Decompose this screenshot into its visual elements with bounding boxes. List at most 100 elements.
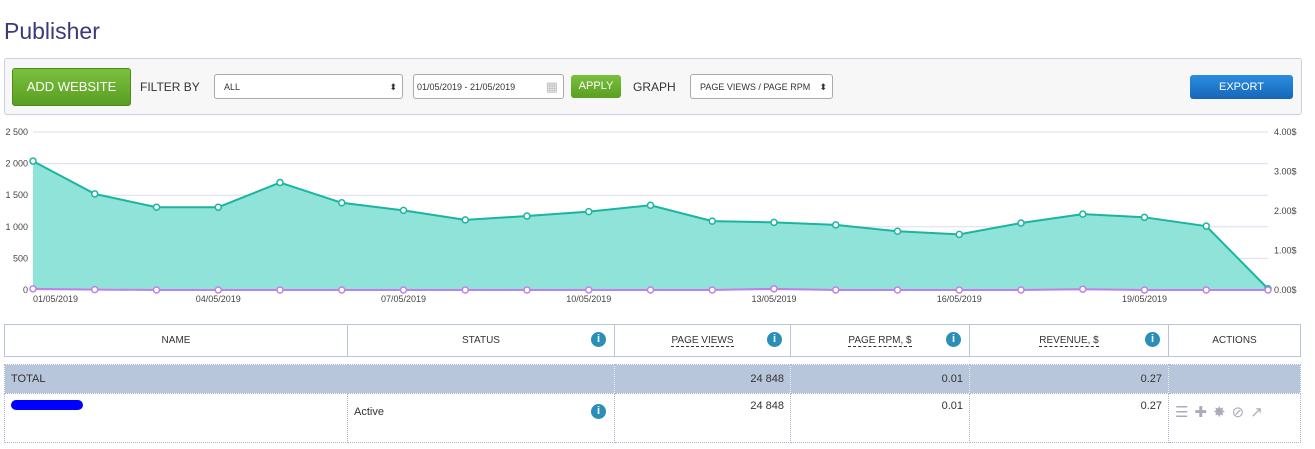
page-title: Publisher [4,18,100,44]
graph-select[interactable]: PAGE VIEWS / PAGE RPM ⬍ [690,74,833,99]
page-rpm-point [770,285,778,293]
apply-button[interactable]: APPLY [571,75,621,98]
y-tick-label: 500 [13,253,28,263]
y-tick-label: 1 500 [5,190,28,200]
page-views-point [276,178,284,187]
page-views-point [1202,222,1210,230]
page-views-point [1079,210,1087,218]
select-arrows-icon: ⬍ [389,82,397,92]
plus-icon[interactable]: ✚ [1194,404,1208,421]
table-row: Active i 24 848 0.01 0.27 ☰ ✚ ✸ ⊘ ↗ [4,393,1301,443]
redacted-name [11,400,83,410]
website-name[interactable] [4,393,348,443]
y2-tick-label: 2.00$ [1274,206,1297,216]
info-icon[interactable]: i [946,332,961,347]
page-rpm-point [214,286,222,294]
y2-tick-label: 3.00$ [1274,167,1297,177]
row-page-rpm: 0.01 [790,393,970,443]
page-rpm-point [646,286,655,294]
page-rpm-point [708,286,716,294]
col-name[interactable]: NAME [4,324,348,357]
info-icon[interactable]: i [767,332,782,347]
x-tick-label: 04/05/2019 [196,294,241,304]
page-rpm-point [91,285,99,294]
header-label: PAGE RPM, $ [848,335,912,347]
block-icon[interactable]: ⊘ [1231,404,1245,421]
trend-icon[interactable]: ↗ [1250,404,1263,421]
total-revenue: 0.27 [969,364,1169,394]
total-row: TOTAL 24 848 0.01 0.27 [4,364,1301,394]
filter-value: ALL [224,82,241,92]
page-views-area [33,161,1268,290]
row-page-views: 24 848 [614,393,791,443]
page-views-point [1140,213,1149,222]
x-tick-label: 19/05/2019 [1122,294,1167,304]
x-tick-label: 10/05/2019 [566,294,611,304]
spacer [5,357,1301,365]
page-rpm-point [523,286,531,294]
page-rpm-point [1264,286,1272,294]
x-tick-label: 07/05/2019 [381,294,426,304]
gear-icon[interactable]: ✸ [1213,404,1226,421]
page-rpm-point [955,286,963,294]
status-cell: Active i [347,393,615,443]
header-label: REVENUE, $ [1039,335,1099,347]
info-icon[interactable]: i [591,332,606,347]
page-rpm-point [276,286,284,294]
col-page-views[interactable]: PAGE VIEWS i [614,324,791,357]
y2-tick-label: 4.00$ [1274,127,1297,137]
chart: 0 500 1 000 1 500 2 000 2 500 0.00$ 1.00$ 2.00$ 3… [5,127,1297,304]
page-views-point [461,216,469,224]
publisher-table: NAME STATUS i PAGE VIEWS i PAGE RPM, $ i RE… [4,324,1301,443]
total-page-rpm: 0.01 [790,364,970,394]
y2-tick-label: 1.00$ [1274,246,1297,256]
table-header: NAME STATUS i PAGE VIEWS i PAGE RPM, $ i RE… [4,324,1301,357]
status-badge: Active [354,406,384,418]
page-views-point [523,212,531,220]
graph-label: GRAPH [633,80,676,94]
page-views-point [152,203,161,211]
y2-tick-label: 0.00$ [1274,285,1297,295]
total-page-views: 24 848 [614,364,791,394]
export-button[interactable]: EXPORT [1190,75,1293,99]
page-rpm-point [29,285,37,293]
page-views-point [708,217,716,225]
page-rpm-point [338,286,346,294]
header-label: NAME [161,335,191,346]
page-views-point [585,207,593,216]
filter-select[interactable]: ALL ⬍ [214,74,403,99]
page-views-point [893,227,902,235]
total-label: TOTAL [4,364,615,394]
page-rpm-point [585,286,593,294]
page-rpm-point [152,286,161,294]
info-icon[interactable]: i [1145,332,1160,347]
y-tick-label: 0 [23,285,28,295]
date-range-input[interactable]: 01/05/2019 - 21/05/2019 ▦ [413,74,564,99]
info-icon[interactable]: i [591,404,606,419]
list-icon[interactable]: ☰ [1175,404,1189,421]
date-range-value: 01/05/2019 - 21/05/2019 [417,82,516,92]
page-rpm-point [1079,285,1087,293]
add-website-button[interactable]: ADD WEBSITE [12,68,131,106]
page-views-point [399,206,408,215]
page-rpm-point [1202,286,1210,294]
col-page-rpm[interactable]: PAGE RPM, $ i [790,324,970,357]
page-views-point [214,203,222,211]
page-rpm-point [399,286,408,294]
page-rpm-point [893,286,902,294]
page-rpm-point [832,286,840,294]
header-label: STATUS [462,335,500,346]
page-views-point [646,201,655,210]
col-status[interactable]: STATUS i [347,324,615,357]
page-rpm-point [1017,286,1025,294]
row-actions: ☰ ✚ ✸ ⊘ ↗ [1168,393,1301,443]
toolbar: ADD WEBSITE FILTER BY ALL ⬍ 01/05/2019 - … [4,58,1302,115]
calendar-icon[interactable]: ▦ [545,79,558,94]
header-label: ACTIONS [1212,335,1257,346]
page-views-point [955,230,963,239]
page-views-point [29,157,37,165]
col-revenue[interactable]: REVENUE, $ i [969,324,1169,357]
y-tick-label: 1 000 [5,222,28,232]
page-views-point [338,199,346,207]
y-tick-label: 2 000 [5,159,28,169]
